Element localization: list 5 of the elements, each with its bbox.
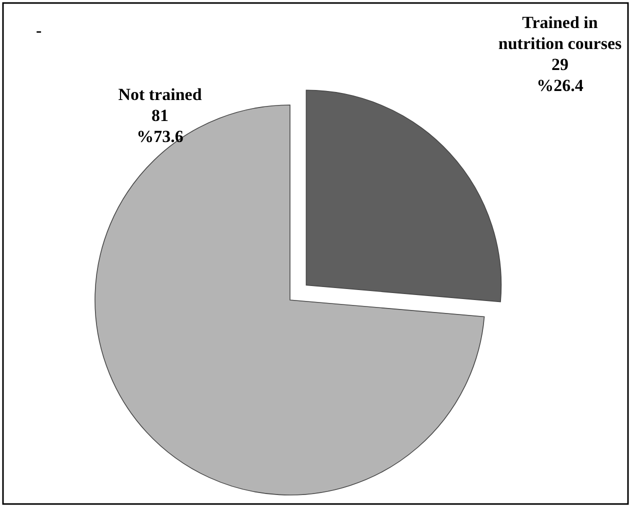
- slice-label: Trained in nutrition courses: [498, 13, 622, 53]
- data-label: 29 %26.4: [536, 55, 584, 95]
- slice-label: Not trained: [118, 85, 202, 104]
- data-label: 81 %73.6: [136, 106, 184, 146]
- text: -: [36, 21, 42, 40]
